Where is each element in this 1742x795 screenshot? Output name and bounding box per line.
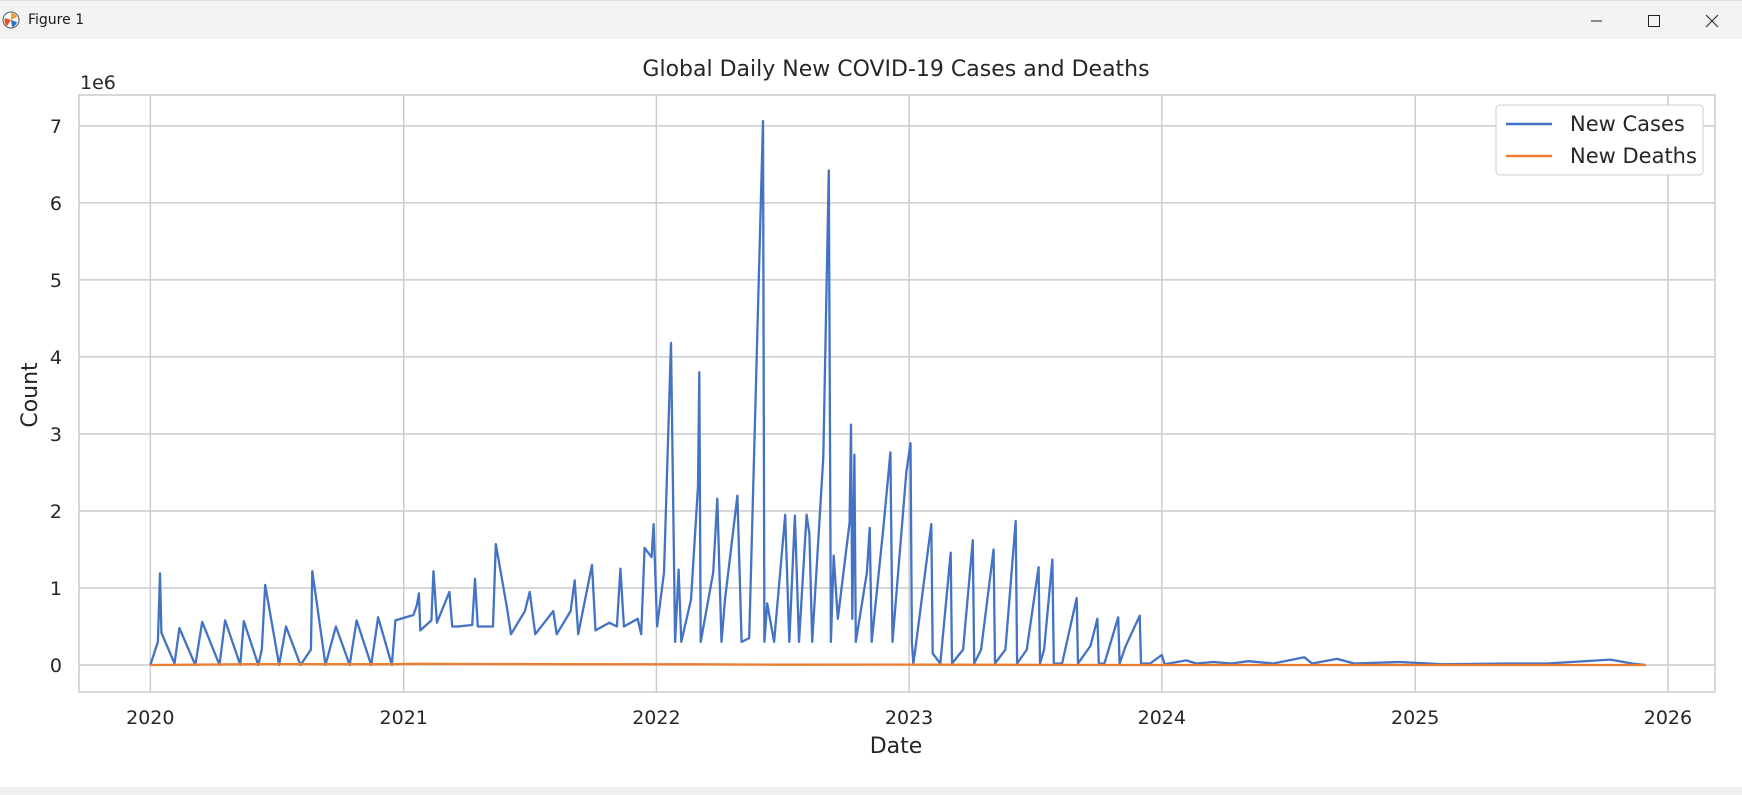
x-tick-2022: 2022 bbox=[632, 707, 680, 729]
y-tick-6: 6 bbox=[50, 193, 62, 215]
maximize-button[interactable] bbox=[1625, 1, 1683, 40]
grid-lines bbox=[79, 95, 1715, 692]
x-tick-2025: 2025 bbox=[1391, 707, 1439, 729]
legend-label-new-cases: New Cases bbox=[1570, 112, 1685, 136]
y-tick-5: 5 bbox=[50, 270, 62, 292]
close-button[interactable] bbox=[1683, 1, 1741, 40]
maximize-icon bbox=[1648, 15, 1660, 27]
matplotlib-app-icon bbox=[2, 11, 20, 29]
series-layer bbox=[149, 120, 1646, 667]
legend-label-new-deaths: New Deaths bbox=[1570, 144, 1697, 168]
minimize-button[interactable] bbox=[1567, 1, 1625, 40]
axes-frame bbox=[78, 94, 1716, 693]
legend: New Cases New Deaths bbox=[1495, 104, 1704, 176]
x-tick-labels: 2020 2021 2022 2023 2024 2025 2026 bbox=[126, 707, 1692, 729]
figure-canvas: 2020 2021 2022 2023 2024 2025 2026 0 1 2 3 4 5 6 7 Gl… bbox=[0, 39, 1742, 787]
status-bar bbox=[0, 787, 1742, 795]
series-line-new-deaths bbox=[150, 662, 1646, 667]
y-tick-labels: 0 1 2 3 4 5 6 7 bbox=[50, 116, 62, 677]
y-tick-4: 4 bbox=[50, 347, 62, 369]
chart-title: Global Daily New COVID-19 Cases and Deat… bbox=[642, 57, 1149, 82]
chart: 2020 2021 2022 2023 2024 2025 2026 0 1 2 3 4 5 6 7 Gl… bbox=[18, 57, 1716, 759]
x-tick-2026: 2026 bbox=[1644, 707, 1692, 729]
series-line-new-cases bbox=[149, 120, 1646, 667]
x-tick-2020: 2020 bbox=[126, 707, 174, 729]
legend-box bbox=[1495, 104, 1704, 176]
x-tick-2023: 2023 bbox=[885, 707, 933, 729]
minimize-icon bbox=[1591, 20, 1602, 22]
y-offset-label: 1e6 bbox=[80, 72, 116, 94]
x-tick-2024: 2024 bbox=[1138, 707, 1186, 729]
window-title: Figure 1 bbox=[28, 12, 85, 28]
y-tick-0: 0 bbox=[50, 655, 62, 677]
y-tick-2: 2 bbox=[50, 501, 62, 523]
y-tick-7: 7 bbox=[50, 116, 62, 138]
y-tick-3: 3 bbox=[50, 424, 62, 446]
x-tick-2021: 2021 bbox=[380, 707, 428, 729]
x-axis-label: Date bbox=[870, 734, 923, 759]
close-icon bbox=[1705, 14, 1719, 28]
y-axis-label: Count bbox=[18, 362, 43, 428]
window-titlebar: Figure 1 bbox=[0, 0, 1742, 39]
y-tick-1: 1 bbox=[50, 578, 62, 600]
